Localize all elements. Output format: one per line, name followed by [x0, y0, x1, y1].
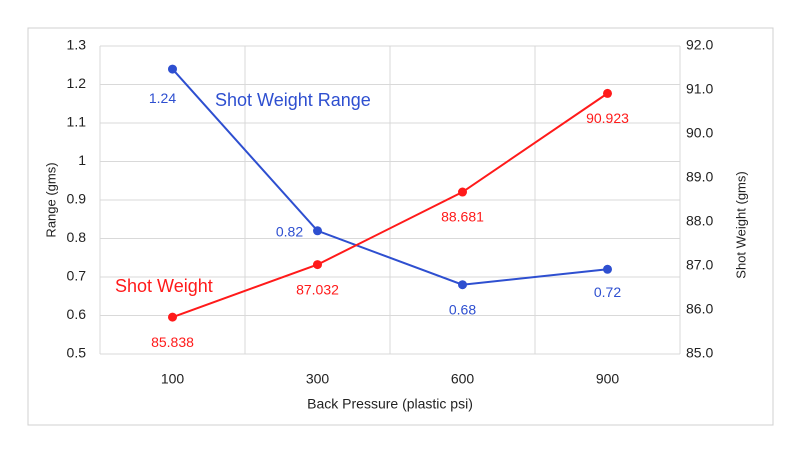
- y2-axis-label: Shot Weight (gms): [733, 171, 748, 278]
- x-tick-label: 300: [306, 371, 330, 387]
- data-label: 0.82: [276, 224, 303, 240]
- y-tick-label: 0.8: [67, 229, 87, 245]
- y-tick-label: 0.5: [67, 345, 87, 361]
- data-point: [603, 88, 612, 98]
- x-axis-label: Back Pressure (plastic psi): [307, 396, 473, 412]
- data-label: 88.681: [441, 209, 484, 225]
- y2-tick-label: 87.0: [686, 257, 713, 273]
- data-label: 87.032: [296, 281, 339, 297]
- x-tick-label: 100: [161, 371, 185, 387]
- y2-tick-label: 92.0: [686, 37, 713, 53]
- y-tick-label: 1.3: [67, 37, 87, 53]
- data-label: 0.72: [594, 284, 621, 300]
- data-label: 0.68: [449, 301, 476, 317]
- y-axis-label: Range (gms): [43, 162, 58, 237]
- data-point: [458, 280, 467, 290]
- y-tick-label: 0.7: [67, 268, 87, 284]
- data-point: [313, 226, 322, 236]
- x-tick-label: 600: [451, 371, 475, 387]
- y2-tick-label: 89.0: [686, 169, 713, 185]
- series-line: [172, 92, 609, 319]
- series-name: Shot Weight Range: [215, 90, 371, 110]
- x-tick-label: 900: [596, 371, 620, 387]
- y2-tick-label: 85.0: [686, 345, 713, 361]
- y-tick-label: 1.1: [67, 114, 87, 130]
- data-label: 90.923: [586, 110, 629, 126]
- chart-frame: [27, 27, 774, 426]
- data-point: [168, 312, 177, 322]
- y-tick-label: 1: [78, 152, 86, 168]
- y2-tick-label: 90.0: [686, 125, 713, 141]
- data-point: [168, 64, 177, 74]
- y-tick-label: 1.2: [67, 75, 87, 91]
- y2-tick-label: 88.0: [686, 213, 713, 229]
- data-label: 85.838: [151, 334, 194, 350]
- data-label: 1.24: [149, 90, 176, 106]
- y-tick-label: 0.6: [67, 306, 87, 322]
- series-name: Shot Weight: [115, 276, 213, 296]
- data-point: [603, 264, 612, 274]
- y2-tick-label: 91.0: [686, 81, 713, 97]
- data-point: [313, 260, 322, 270]
- y-tick-label: 0.9: [67, 191, 87, 207]
- data-point: [458, 187, 467, 197]
- series-line: [171, 68, 608, 286]
- y2-tick-label: 86.0: [686, 301, 713, 317]
